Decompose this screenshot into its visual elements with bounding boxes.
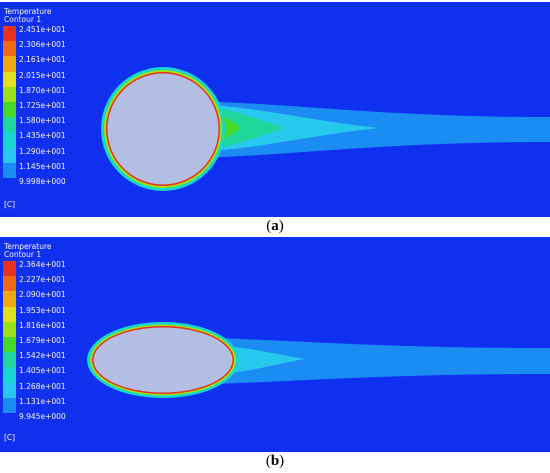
caption-a: (a)	[266, 218, 284, 234]
legend-tick: 2.090e+001	[19, 290, 66, 300]
color-swatch	[3, 306, 16, 322]
color-swatch	[3, 276, 16, 292]
contour-plot-a	[0, 2, 550, 217]
legend-ticks: 2.451e+001 2.306e+001 2.161e+001 2.015e+…	[19, 26, 66, 193]
color-swatch	[3, 147, 16, 163]
legend-tick: 2.451e+001	[19, 25, 66, 34]
color-swatch	[3, 367, 16, 383]
legend-tick: 1.816e+001	[19, 320, 66, 330]
color-swatch	[3, 321, 16, 337]
color-scale-bar	[3, 26, 16, 178]
legend-tick: 1.542e+001	[19, 351, 66, 361]
caption-letter: a	[271, 218, 279, 234]
legend-title-line-1: Temperature	[4, 7, 52, 16]
contour-panel-b: Temperature Contour 1 2.364e+001 2.227e+…	[0, 237, 550, 452]
cylinder-body	[107, 73, 219, 185]
unit-label: [C]	[4, 200, 16, 209]
legend-tick: 2.364e+001	[19, 260, 66, 269]
legend-tick: 1.131e+001	[19, 396, 66, 406]
legend-tick: 9.945e+000	[19, 411, 66, 421]
legend-tick: 9.998e+000	[19, 176, 66, 186]
legend-tick: 2.306e+001	[19, 40, 66, 50]
color-swatch	[3, 397, 16, 413]
legend-ticks: 2.364e+001 2.227e+001 2.090e+001 1.953e+…	[19, 261, 66, 428]
color-swatch	[3, 336, 16, 353]
legend-tick: 1.268e+001	[19, 381, 66, 391]
unit-label: [C]	[4, 433, 16, 442]
color-swatch	[3, 41, 16, 57]
color-swatch	[3, 162, 16, 178]
legend-tick: 1.405e+001	[19, 366, 66, 376]
color-scale-bar	[3, 261, 16, 413]
legend-title: Temperature Contour 1	[4, 243, 52, 259]
color-swatch	[3, 56, 16, 72]
color-swatch	[3, 291, 16, 307]
legend-tick: 1.725e+001	[19, 100, 66, 110]
legend-title-line-2: Contour 1	[4, 250, 42, 259]
color-swatch	[3, 261, 16, 277]
legend-tick: 1.145e+001	[19, 161, 66, 171]
legend-tick: 1.953e+001	[19, 305, 66, 315]
wake-outer	[160, 337, 550, 385]
legend-tick: 1.679e+001	[19, 335, 66, 345]
legend-tick: 2.015e+001	[19, 70, 66, 80]
legend-tick: 2.161e+001	[19, 55, 66, 65]
color-swatch	[3, 117, 16, 133]
color-swatch	[3, 132, 16, 148]
elliptical-body	[93, 327, 233, 393]
legend-tick: 2.227e+001	[19, 275, 66, 285]
caption-letter: b	[270, 453, 280, 469]
legend-tick: 1.435e+001	[19, 131, 66, 141]
legend-tick: 1.580e+001	[19, 116, 66, 126]
legend-title-line-2: Contour 1	[4, 15, 42, 24]
color-swatch	[3, 71, 16, 87]
color-swatch	[3, 352, 16, 368]
color-swatch	[3, 26, 16, 42]
legend-tick: 1.290e+001	[19, 146, 66, 156]
color-swatch	[3, 86, 16, 102]
legend-title-line-1: Temperature	[4, 242, 52, 251]
contour-panel-a: Temperature Contour 1 2.451e+001 2.306e+…	[0, 2, 550, 217]
color-swatch	[3, 382, 16, 398]
caption-b: (b)	[265, 453, 285, 469]
color-swatch	[3, 101, 16, 118]
legend-title: Temperature Contour 1	[4, 8, 52, 24]
legend-tick: 1.870e+001	[19, 85, 66, 95]
contour-plot-b	[0, 237, 550, 452]
